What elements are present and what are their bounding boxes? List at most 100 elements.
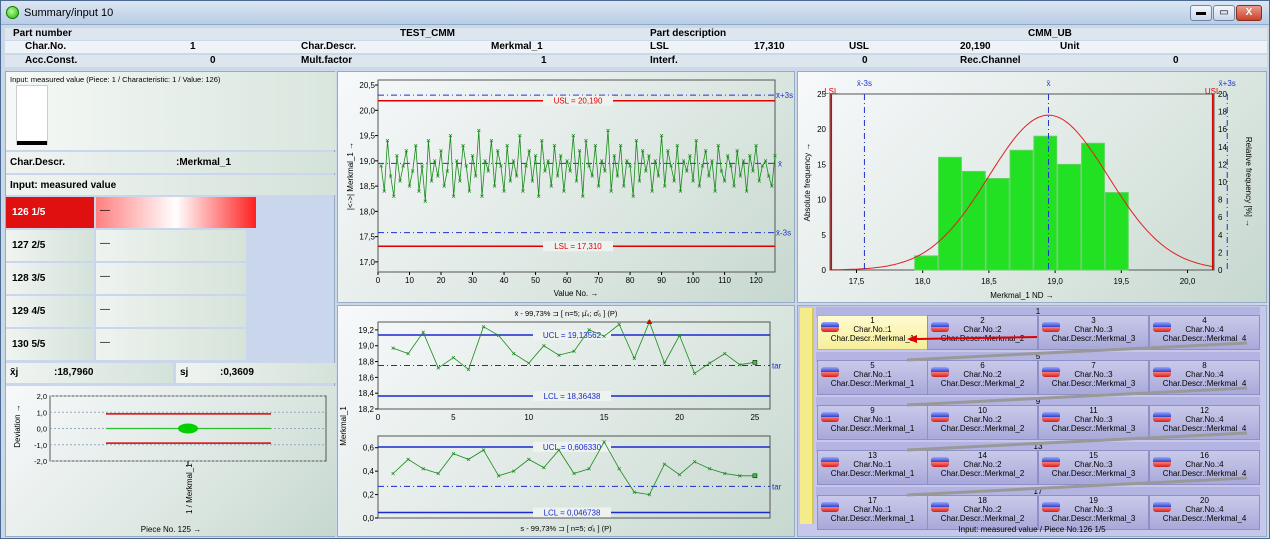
value-point — [404, 148, 409, 153]
value-point — [650, 189, 654, 193]
sequence-tile[interactable]: 6 Char.No.:2 Char.Descr.:Merkmal_2 — [927, 360, 1038, 395]
hist-x-tick: 17,5 — [849, 277, 865, 286]
sequence-tile[interactable]: 10 Char.No.:2 Char.Descr.:Merkmal_2 — [927, 405, 1038, 440]
sequence-tile[interactable]: 14 Char.No.:2 Char.Descr.:Merkmal_2 — [927, 450, 1038, 485]
value-y-tick: 19,0 — [359, 157, 375, 166]
control-y-label: Merkmal_1 — [339, 406, 348, 446]
tile-status-icon — [931, 502, 949, 512]
value-point — [483, 159, 487, 163]
input-row-label: 126 1/5 — [6, 197, 94, 228]
xbar-point — [617, 322, 621, 327]
value-point — [681, 159, 686, 163]
input-row[interactable]: 130 5/5— — [6, 329, 336, 360]
stats-row: x̄j :18,7960 sj :0,3609 — [6, 363, 336, 383]
xbar-y-tick: 18,6 — [358, 373, 374, 382]
sequence-tile[interactable]: 15 Char.No.:3 Char.Descr.:Merkmal_3 — [1038, 450, 1149, 485]
input-row-value[interactable]: — — [96, 263, 246, 294]
tile-status-icon — [931, 322, 949, 332]
sequence-tile-num: 5 — [870, 361, 875, 370]
hist-bar — [985, 177, 1010, 271]
sequence-tile-num: 20 — [1200, 496, 1209, 505]
sequence-tile[interactable]: 12 Char.No.:4 Char.Descr.:Merkmal_4 — [1149, 405, 1260, 440]
input-row[interactable]: 127 2/5— — [6, 230, 336, 261]
sequence-tile[interactable]: 11 Char.No.:3 Char.Descr.:Merkmal_3 — [1038, 405, 1149, 440]
sequence-tile[interactable]: 1 Char.No.:1 Char.Descr.:Merkmal_1 — [817, 315, 928, 350]
s-point — [587, 467, 591, 471]
sequence-tile[interactable]: 20 Char.No.:4 Char.Descr.:Merkmal_4 — [1149, 495, 1260, 530]
s-point — [511, 469, 516, 473]
input-row-value[interactable]: — — [96, 296, 246, 327]
value-point — [669, 164, 673, 168]
value-point — [719, 169, 724, 173]
value-point — [713, 189, 717, 193]
tile-status-icon — [1153, 322, 1171, 332]
input-row-value[interactable]: — — [96, 230, 246, 261]
sequence-tile[interactable]: 4 Char.No.:4 Char.Descr.:Merkmal_4 — [1149, 315, 1260, 350]
tile-status-icon — [821, 412, 839, 422]
value-point — [590, 174, 595, 178]
sequence-tile-num: 4 — [1202, 316, 1207, 325]
sequence-tile[interactable]: 13 Char.No.:1 Char.Descr.:Merkmal_1 — [817, 450, 928, 485]
sequence-tile[interactable]: 17 Char.No.:1 Char.Descr.:Merkmal_1 — [817, 495, 928, 530]
tile-status-icon — [821, 457, 839, 467]
value-point — [666, 148, 670, 153]
value-usl-label: USL = 20,190 — [554, 97, 603, 106]
value-point — [379, 164, 383, 168]
sequence-tile[interactable]: 8 Char.No.:4 Char.Descr.:Merkmal_4 — [1149, 360, 1260, 395]
hist-y-tick-right: 16 — [1218, 125, 1227, 134]
part-number-label: Part number — [13, 28, 72, 39]
sequence-tile-no: Char.No.:1 — [853, 325, 892, 334]
value-point — [445, 169, 450, 173]
sequence-tile-num: 19 — [1089, 496, 1098, 505]
value-x-tick: 60 — [563, 276, 572, 285]
sequence-tile-num: 8 — [1202, 361, 1207, 370]
value-point — [477, 128, 481, 133]
maximize-button[interactable]: ▭ — [1213, 5, 1235, 21]
value-point — [480, 194, 484, 198]
s-point — [677, 472, 682, 477]
sequence-tile[interactable]: 5 Char.No.:1 Char.Descr.:Merkmal_1 — [817, 360, 928, 395]
sequence-tile-num: 18 — [978, 496, 987, 505]
input-level-indicator — [16, 85, 48, 145]
s-point — [662, 462, 667, 466]
input-level-mark — [17, 141, 47, 145]
sequence-tile[interactable]: 3 Char.No.:3 Char.Descr.:Merkmal_3 — [1038, 315, 1149, 350]
s-y-tick: 0,4 — [363, 467, 375, 476]
xbar-ucl-label: UCL = 19,13562 — [543, 331, 602, 340]
sequence-tile[interactable]: 9 Char.No.:1 Char.Descr.:Merkmal_1 — [817, 405, 928, 440]
value-y-tick: 20,5 — [359, 81, 375, 90]
char-descr-label: Char.Descr. — [301, 41, 357, 52]
hist-y-tick-right: 14 — [1218, 143, 1227, 152]
sequence-tile-num: 3 — [1091, 316, 1096, 325]
value-point — [464, 164, 468, 168]
value-point — [436, 174, 440, 178]
input-row-value[interactable]: — — [96, 329, 246, 360]
minimize-button[interactable]: ▬ — [1190, 5, 1212, 21]
value-point — [388, 174, 393, 178]
sequence-footer: Input: measured value / Piece No.126 1/5 — [958, 525, 1106, 534]
value-point — [697, 184, 702, 188]
input-row[interactable]: 129 4/5— — [6, 296, 336, 327]
xbar-point — [391, 346, 395, 350]
value-point — [725, 154, 730, 158]
tile-status-icon — [1153, 367, 1171, 377]
xbar-point — [723, 351, 727, 356]
sequence-tile[interactable]: 2 Char.No.:2 Char.Descr.:Merkmal_2 — [927, 315, 1038, 350]
hist-y-tick-right: 0 — [1218, 266, 1223, 275]
input-row[interactable]: 126 1/5— — [6, 197, 336, 228]
sequence-tile[interactable]: 16 Char.No.:4 Char.Descr.:Merkmal_4 — [1149, 450, 1260, 485]
value-point — [461, 143, 465, 148]
close-button[interactable]: X — [1236, 5, 1262, 21]
input-row[interactable]: 128 3/5— — [6, 263, 336, 294]
xbar-point — [587, 328, 591, 332]
sequence-tile-num: 12 — [1200, 406, 1209, 415]
s-tar-label: tar — [772, 482, 782, 491]
xbar-stat-value: :18,7960 — [54, 367, 94, 378]
input-row-value[interactable]: — — [96, 197, 256, 228]
xbar-point — [632, 356, 637, 361]
xbar-lcl-label-bg — [533, 390, 611, 401]
s-y-tick: 0,0 — [363, 514, 375, 523]
sequence-tile[interactable]: 7 Char.No.:3 Char.Descr.:Merkmal_3 — [1038, 360, 1149, 395]
value-point — [732, 184, 736, 188]
value-x-label: Value No. → — [554, 289, 599, 298]
